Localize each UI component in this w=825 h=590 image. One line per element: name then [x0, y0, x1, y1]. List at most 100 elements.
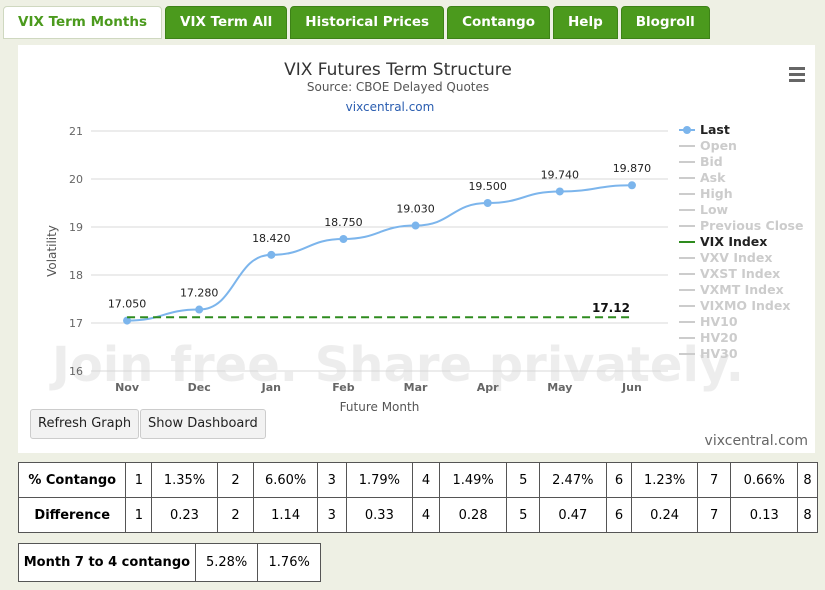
table-cell: 7 — [696, 462, 732, 498]
legend-item[interactable]: Previous Close — [679, 218, 803, 233]
series-line — [127, 184, 632, 322]
legend-label: Open — [700, 138, 737, 153]
legend-item[interactable]: Low — [679, 202, 729, 217]
legend-item[interactable]: Last — [679, 122, 730, 137]
table-cell: 8 — [797, 462, 818, 498]
x-tick-label: Mar — [404, 381, 428, 394]
tab[interactable]: Historical Prices — [290, 6, 445, 39]
legend-label: VIXMO Index — [700, 298, 790, 313]
legend-label: High — [700, 186, 733, 201]
legend-label: Bid — [700, 154, 723, 169]
x-tick-label: Jan — [261, 381, 281, 394]
data-point — [411, 221, 420, 230]
table-cell: 4 — [412, 462, 440, 498]
data-label: 18.750 — [324, 216, 363, 229]
refresh-button[interactable]: Refresh Graph — [30, 409, 140, 439]
table-cell: Month 7 to 4 contango — [18, 543, 196, 582]
legend-item[interactable]: HV10 — [679, 314, 738, 329]
table-cell: 5.28% — [194, 543, 259, 582]
legend-label: VXST Index — [700, 266, 780, 281]
table-cell: 1 — [125, 462, 153, 498]
legend-label: VXV Index — [700, 250, 772, 265]
data-point — [195, 305, 204, 314]
tab[interactable]: Contango — [447, 6, 550, 39]
legend-item[interactable]: HV20 — [679, 330, 738, 345]
legend-item[interactable]: Bid — [679, 154, 723, 169]
legend-item[interactable]: VIX Index — [679, 234, 767, 249]
contango-table: % Contango 1 1.35% 2 6.60% 3 1.79% 4 1.49% 5 2.47%… — [17, 462, 818, 533]
legend-item[interactable]: VXV Index — [679, 250, 772, 265]
legend-label: Previous Close — [700, 218, 803, 233]
table-cell: 1.14 — [253, 497, 318, 533]
x-tick-label: Nov — [115, 381, 140, 394]
data-point — [123, 316, 132, 325]
y-tick-label: 21 — [69, 125, 83, 138]
legend-item[interactable]: VXMT Index — [679, 282, 784, 297]
menu-bar — [789, 67, 805, 70]
table-cell: 7 — [696, 497, 732, 533]
table-cell: 6 — [605, 462, 633, 498]
table-cell: 1.35% — [151, 462, 218, 498]
table-cell: 1.49% — [438, 462, 508, 498]
table-cell: 5 — [506, 462, 541, 498]
table-row: % Contango 1 1.35% 2 6.60% 3 1.79% 4 1.49% 5 2.47%… — [17, 462, 818, 498]
legend-label: HV20 — [700, 330, 738, 345]
reference-label: 17.12 — [592, 301, 630, 315]
table-cell: 1.76% — [257, 543, 321, 582]
y-tick-label: 19 — [69, 221, 83, 234]
table-cell: 2 — [216, 497, 255, 533]
table-cell: 8 — [797, 497, 818, 533]
legend-label: Last — [700, 122, 730, 137]
table-cell: 0.33 — [345, 497, 414, 533]
table-cell: 1.23% — [631, 462, 698, 498]
chart: Join free. Share privately. VIX Futures T… — [45, 60, 808, 449]
table-cell: 5 — [506, 497, 541, 533]
data-point — [267, 250, 276, 259]
legend-label: Low — [700, 202, 729, 217]
table-cell: 6.60% — [253, 462, 318, 498]
chart-subtitle: Source: CBOE Delayed Quotes — [307, 80, 489, 94]
x-tick-label: Dec — [188, 381, 211, 394]
tab[interactable]: VIX Term Months — [3, 6, 162, 39]
legend-item[interactable]: VIXMO Index — [679, 298, 790, 313]
table-cell: 3 — [316, 497, 347, 533]
tab[interactable]: VIX Term All — [165, 6, 288, 39]
table-cell: 2 — [216, 462, 255, 498]
table-row: Difference 1 0.23 2 1.14 3 0.33 4 0.28 5 0.47 6 0.24… — [17, 497, 818, 533]
data-label: 19.030 — [396, 203, 435, 216]
data-label: 19.870 — [613, 162, 652, 175]
legend-item[interactable]: Ask — [679, 170, 726, 185]
dashboard-button[interactable]: Show Dashboard — [140, 409, 266, 439]
tab[interactable]: Blogroll — [620, 6, 710, 39]
menu-bar — [789, 73, 805, 76]
table-cell: 1 — [125, 497, 153, 533]
table-cell: 6 — [605, 497, 633, 533]
y-axis-label: Volatility — [45, 225, 59, 277]
table-cell: 2.47% — [539, 462, 607, 498]
chart-link[interactable]: vixcentral.com — [346, 100, 435, 114]
chart-credit: vixcentral.com — [705, 433, 808, 449]
watermark: Join free. Share privately. — [49, 337, 744, 393]
data-label: 19.740 — [541, 168, 580, 181]
legend-label: HV30 — [700, 346, 738, 361]
month-table: Month 7 to 4 contango 5.28% 1.76% — [18, 543, 321, 582]
x-tick-label: Apr — [477, 381, 499, 394]
legend-item[interactable]: VXST Index — [679, 266, 780, 281]
data-point — [339, 235, 348, 243]
data-point — [555, 187, 564, 196]
data-label: 17.050 — [108, 298, 147, 311]
legend-item[interactable]: Open — [679, 138, 737, 153]
legend-item[interactable]: High — [679, 186, 733, 201]
x-tick-label: Jun — [621, 381, 642, 394]
legend-item[interactable]: HV30 — [679, 346, 738, 361]
x-axis-label: Future Month — [340, 400, 420, 414]
tab[interactable]: Help — [552, 6, 618, 39]
menu-icon[interactable] — [789, 67, 805, 82]
y-tick-label: 18 — [69, 269, 83, 282]
table-cell: 0.13 — [730, 497, 799, 533]
table-cell: Difference — [17, 497, 127, 533]
legend-label: HV10 — [700, 314, 738, 329]
table-cell: 0.47 — [539, 497, 607, 533]
table-cell: 0.28 — [438, 497, 508, 533]
table-row: Month 7 to 4 contango 5.28% 1.76% — [18, 543, 321, 582]
